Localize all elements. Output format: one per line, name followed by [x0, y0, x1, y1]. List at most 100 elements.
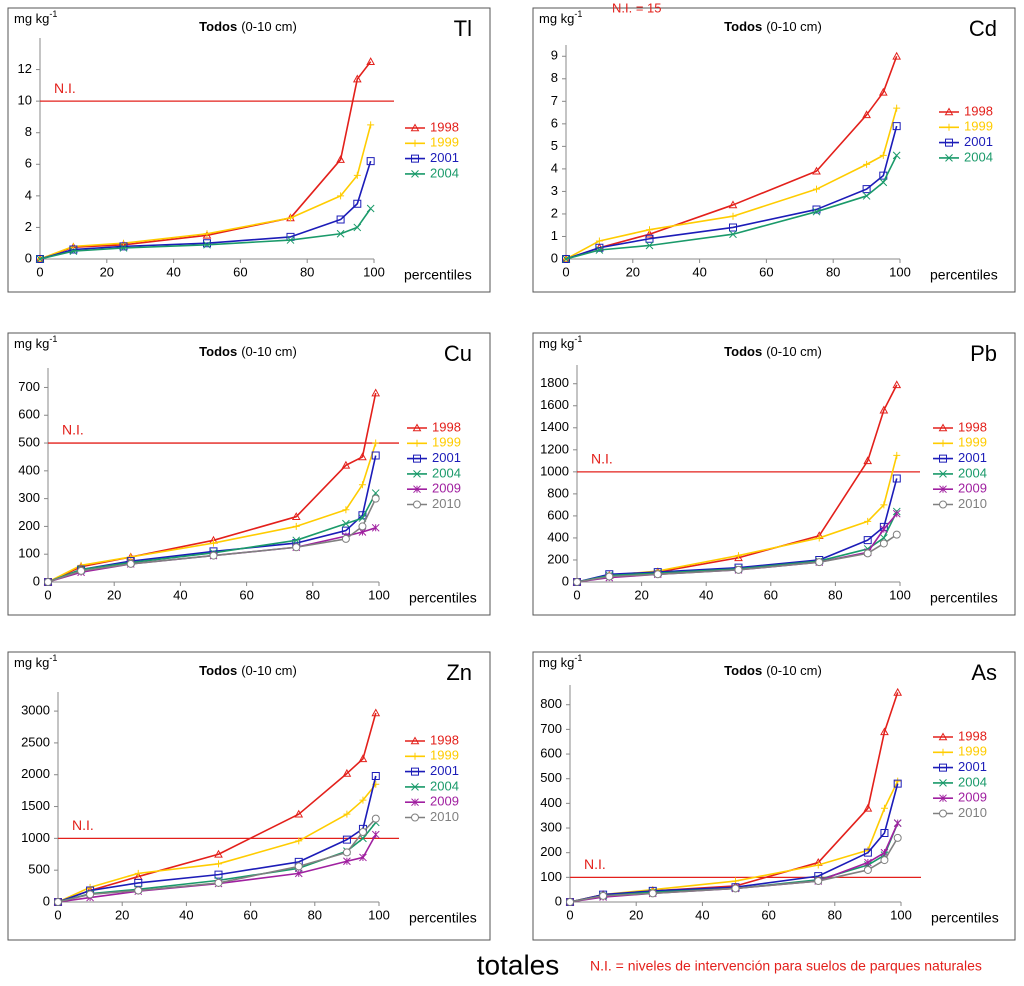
y-tick-label: 4 — [551, 160, 558, 175]
marker — [880, 828, 889, 837]
marker — [892, 151, 901, 160]
y-tick-label: 500 — [18, 434, 40, 449]
x-tick-label: 0 — [562, 264, 569, 279]
marker — [599, 891, 608, 900]
marker — [562, 255, 570, 263]
chart-title-bold: Todos — [724, 663, 762, 678]
legend-marker — [413, 470, 421, 478]
y-axis-label-unit: mg kg — [539, 336, 574, 351]
chart-title: Todos (0-10 cm) — [724, 344, 822, 359]
legend-marker — [413, 485, 421, 494]
y-tick-label: 2 — [551, 205, 558, 220]
legend-label: 1999 — [432, 435, 461, 450]
chart-title-bold: Todos — [199, 19, 237, 34]
panel-frame — [7, 7, 491, 293]
marker — [287, 214, 294, 222]
marker — [343, 810, 351, 818]
series-line — [576, 511, 898, 583]
x-axis-label: percentiles — [931, 910, 999, 926]
marker — [653, 570, 662, 579]
marker — [295, 837, 303, 845]
legend-label: 2010 — [958, 496, 987, 511]
marker — [894, 777, 902, 785]
marker — [358, 754, 368, 763]
y-axis-label-unit: mg kg — [539, 655, 574, 670]
series-line — [57, 712, 377, 903]
marker — [878, 87, 888, 96]
x-tick-label: 80 — [828, 907, 842, 922]
chart-title: Todos (0-10 cm) — [199, 344, 297, 359]
series-line — [569, 783, 899, 903]
y-tick-label: 300 — [540, 819, 562, 834]
marker — [729, 230, 737, 239]
x-tick-label: 100 — [889, 264, 911, 279]
y-axis-label-unit: mg kg — [14, 11, 49, 26]
marker — [341, 526, 350, 535]
marker — [863, 549, 872, 558]
marker — [353, 199, 362, 208]
marker — [595, 237, 603, 245]
panel-frame — [532, 332, 1016, 616]
chart-title-bold: Todos — [724, 344, 762, 359]
x-tick-label: 20 — [100, 264, 114, 279]
x-tick-label: 40 — [166, 264, 180, 279]
x-tick-label: 80 — [306, 587, 320, 602]
y-tick-label: 0 — [33, 573, 40, 588]
chart-panel: mg kg-1 Todos (0-10 cm) Tl percentiles 0 2 4 6 8 1… — [7, 7, 491, 293]
legend-label: 2004 — [430, 165, 459, 180]
y-tick-label: 6 — [25, 156, 32, 171]
legend-label: 2004 — [432, 465, 461, 480]
x-tick-label: 0 — [573, 587, 580, 602]
x-tick-label: 40 — [179, 907, 193, 922]
y-axis-label-unit: mg kg — [14, 655, 49, 670]
chart-title-suffix: (0-10 cm) — [766, 344, 822, 359]
y-tick-label: 0 — [551, 250, 558, 265]
y-axis-label-unit: mg kg — [539, 11, 574, 26]
legend-marker — [945, 154, 953, 162]
y-tick-label: 1600 — [540, 397, 569, 412]
legend-marker — [411, 154, 419, 163]
x-tick-label: 100 — [363, 264, 385, 279]
marker — [214, 849, 223, 858]
series-line — [565, 125, 898, 260]
marker — [203, 240, 211, 249]
x-tick-label: 60 — [243, 907, 257, 922]
marker — [862, 110, 871, 119]
y-tick-label: 6 — [551, 115, 558, 130]
legend-label: 2001 — [432, 450, 461, 465]
chart-panel: mg kg-1 Todos (0-10 cm) As percentiles 0 100 20… — [532, 651, 1016, 941]
y-tick-label: 0 — [562, 573, 569, 588]
legend-marker — [939, 779, 947, 787]
marker — [645, 229, 654, 238]
legend-marker — [410, 736, 420, 745]
threshold-label: N.I. — [584, 856, 606, 872]
legend-marker — [938, 423, 948, 432]
marker — [294, 809, 304, 818]
marker — [358, 452, 367, 461]
legend-marker — [939, 439, 947, 447]
marker — [863, 160, 871, 168]
marker — [209, 551, 218, 560]
marker — [812, 205, 821, 214]
legend-label: 2004 — [958, 465, 987, 480]
panel-frame — [532, 651, 1016, 941]
marker — [358, 481, 366, 489]
chart-title-bold: Todos — [199, 663, 237, 678]
marker — [292, 522, 300, 530]
chart-title: Todos (0-10 cm) — [724, 19, 822, 34]
legend-label: 2001 — [430, 150, 459, 165]
legend-marker — [411, 170, 419, 178]
legend-label: 2001 — [964, 134, 993, 149]
marker — [371, 772, 380, 780]
legend-label: 1998 — [964, 103, 993, 118]
marker — [893, 819, 902, 827]
marker — [880, 804, 888, 812]
legend-label: 2010 — [430, 809, 459, 824]
legend-marker — [945, 138, 953, 147]
y-tick-label: 100 — [18, 546, 40, 561]
y-tick-label: 10 — [18, 93, 32, 108]
series-line — [565, 107, 898, 260]
y-axis-label-exp: -1 — [49, 653, 57, 663]
marker — [812, 207, 821, 216]
x-tick-label: 80 — [308, 907, 322, 922]
